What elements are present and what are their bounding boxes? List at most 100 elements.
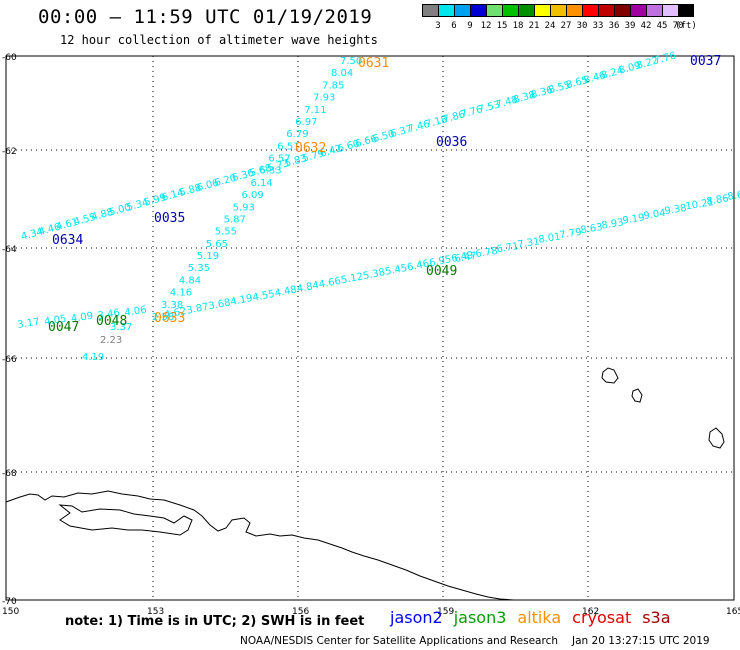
colorbar-swatch xyxy=(422,4,438,17)
map-frame xyxy=(5,55,735,601)
pass-id-label: 0049 xyxy=(426,264,457,279)
swh-value: 4.16 xyxy=(170,288,192,299)
swh-value: 4.66 xyxy=(318,276,342,291)
subtitle: 12 hour collection of altimeter wave hei… xyxy=(60,33,378,47)
swh-value: 9.04 xyxy=(643,208,667,222)
colorbar-label: 24 xyxy=(544,21,556,31)
latitude-label: -70 xyxy=(2,597,17,607)
swh-value: 6.97 xyxy=(295,117,317,128)
colorbar-swatch xyxy=(646,4,662,17)
swh-value: 5.45 xyxy=(384,263,408,278)
pass-id-label: 0633 xyxy=(154,311,185,326)
colorbar-swatch xyxy=(454,4,470,17)
colorbar-swatch xyxy=(678,4,694,17)
colorbar-label: 15 xyxy=(496,21,508,31)
swh-value: 5.12 xyxy=(340,271,364,286)
swh-value: 4.55 xyxy=(252,289,276,304)
colorbar-label: (ft) xyxy=(675,21,697,31)
swh-value: 6.51 xyxy=(277,141,299,152)
swh-value: 3.17 xyxy=(17,317,41,331)
colorbar-swatch xyxy=(662,4,678,17)
swh-value: 6.71 xyxy=(496,241,520,255)
swh-value: 7.79 xyxy=(559,227,583,241)
island-outline xyxy=(5,490,515,601)
swh-value: 7.11 xyxy=(304,105,326,116)
latitude-label: -68 xyxy=(2,469,17,479)
latitude-label: -64 xyxy=(2,245,17,255)
colorbar-label: 42 xyxy=(640,21,652,31)
colorbar-label: 6 xyxy=(451,21,457,31)
colorbar-swatch xyxy=(502,4,518,17)
colorbar-label: 3 xyxy=(435,21,441,31)
colorbar-swatch xyxy=(550,4,566,17)
island-inner-coast xyxy=(58,504,193,536)
colorbar-label: 33 xyxy=(592,21,604,31)
coastline xyxy=(5,367,725,601)
swh-value: 5.35 xyxy=(188,263,210,274)
swh-value: 4.06 xyxy=(124,305,148,319)
longitude-label: 150 xyxy=(2,607,19,617)
swh-value: 6.78 xyxy=(475,246,499,260)
swh-value: 6.95 xyxy=(428,254,452,269)
swh-value: 3.38 xyxy=(161,300,183,311)
swh-value: 2.58 xyxy=(152,312,174,323)
swh-value: 4.19 xyxy=(82,352,104,363)
swh-value: 4.09 xyxy=(70,311,94,325)
swh-value: 6.33 xyxy=(259,166,281,177)
colorbar-label: 12 xyxy=(480,21,492,31)
island-small-3 xyxy=(708,427,725,449)
swh-value: 5.87 xyxy=(224,215,246,226)
swh-value: 4.84 xyxy=(296,280,320,295)
swh-value: 8.04 xyxy=(331,68,353,79)
swh-value: 7.93 xyxy=(313,93,335,104)
longitude-label: 162 xyxy=(582,607,599,617)
colorbar-label: 21 xyxy=(528,21,540,31)
pass-id-label: 0037 xyxy=(690,54,721,69)
longitude-label: 159 xyxy=(437,607,454,617)
pass-id-label: 0036 xyxy=(436,135,467,150)
swh-value: 6.79 xyxy=(286,129,308,140)
swh-value: 3.46 xyxy=(97,308,121,322)
title: 00:00 – 11:59 UTC 01/19/2019 xyxy=(38,6,373,28)
colorbar-swatch xyxy=(470,4,486,17)
colorbar-swatch xyxy=(518,4,534,17)
swh-value: 3.68 xyxy=(208,297,232,312)
latitude-label: -60 xyxy=(2,53,17,63)
swh-value: 7.85 xyxy=(322,80,344,91)
pass-id-label: 0047 xyxy=(48,320,79,335)
swh-value: 4.48 xyxy=(274,284,298,299)
credit-text: NOAA/NESDIS Center for Satellite Applica… xyxy=(240,635,558,647)
swh-value: 9.19 xyxy=(622,212,646,226)
footer-note: note: 1) Time is in UTC; 2) SWH is in fe… xyxy=(65,614,365,629)
swh-value: 6.57 xyxy=(268,154,290,165)
colorbar-label: 39 xyxy=(624,21,636,31)
colorbar-label: 9 xyxy=(467,21,473,31)
latitude-label: -62 xyxy=(2,147,17,157)
longitude-label: 153 xyxy=(147,607,164,617)
swh-value: 8.93 xyxy=(601,217,625,231)
satellite-legend-item: jason3 xyxy=(453,608,507,627)
colorbar xyxy=(422,4,694,18)
colorbar-label: 18 xyxy=(512,21,524,31)
swh-value: 6.46 xyxy=(406,258,430,273)
swh-value: 4.62 xyxy=(163,306,187,321)
colorbar-swatch xyxy=(582,4,598,17)
swh-value: 7.76 xyxy=(653,51,677,67)
credit-line: NOAA/NESDIS Center for Satellite Applica… xyxy=(240,635,710,647)
swh-value: 2.23 xyxy=(100,335,122,346)
colorbar-swatch xyxy=(566,4,582,17)
swh-value: 4.19 xyxy=(230,293,254,308)
pass-id-label: 0632 xyxy=(295,141,326,156)
colorbar-swatch xyxy=(630,4,646,17)
swh-value: 7.50 xyxy=(340,56,362,67)
swh-value: 7.31 xyxy=(517,236,541,250)
swh-value: 8.69 xyxy=(727,189,740,203)
satellite-legend-item: altika xyxy=(517,608,562,627)
longitude-label: 165 xyxy=(726,607,740,617)
swh-value: 5.65 xyxy=(206,239,228,250)
colorbar-label: 27 xyxy=(560,21,572,31)
swh-value: 5.38 xyxy=(362,267,386,282)
pass-id-label: 0634 xyxy=(52,233,83,248)
swh-value: 5.93 xyxy=(233,202,255,213)
